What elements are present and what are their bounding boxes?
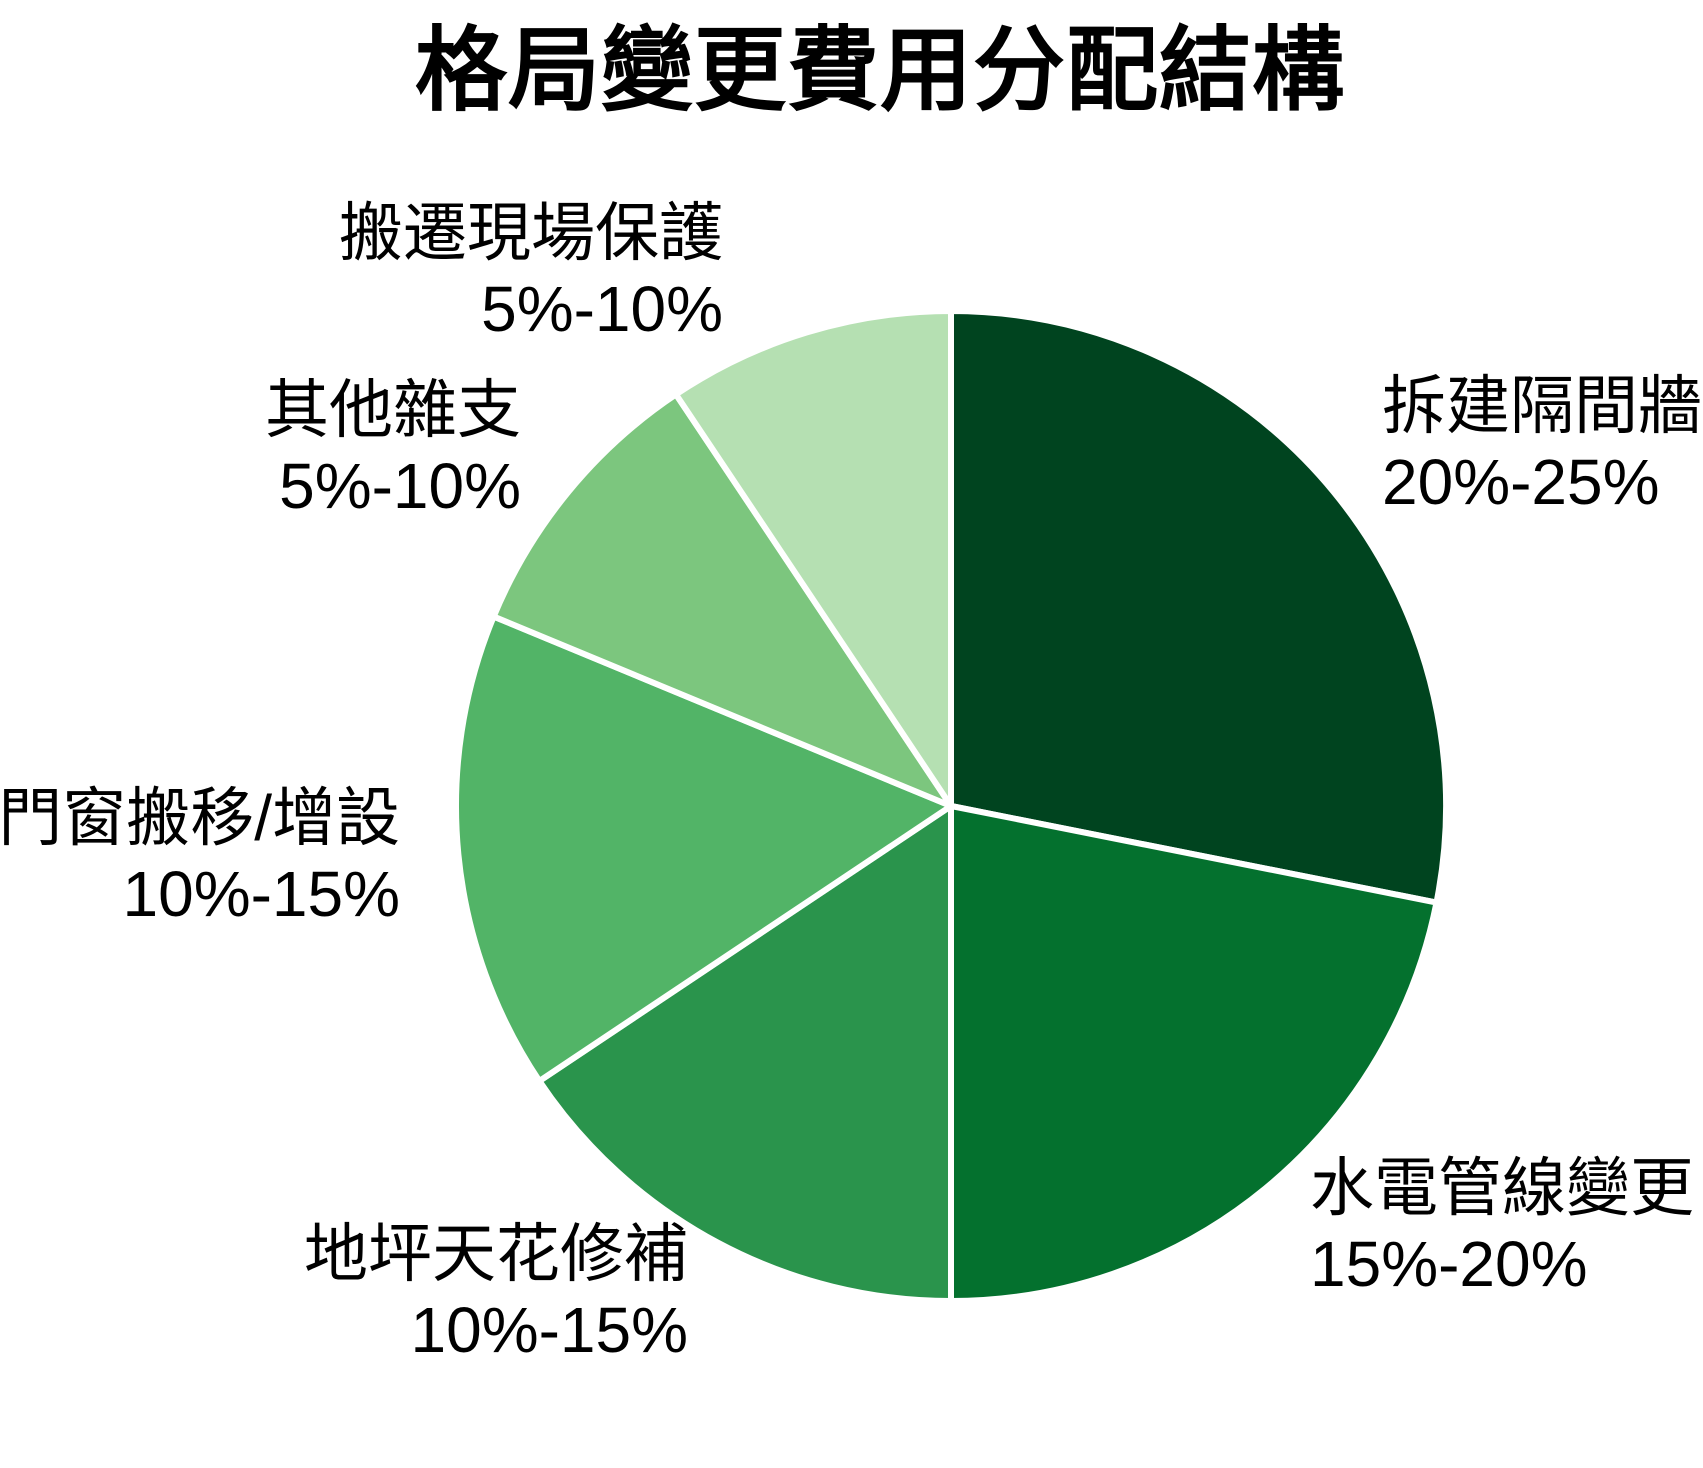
slice-percent-text: 10%-15% (410, 1294, 689, 1366)
slice-label-text: 門窗搬移/增設 (0, 782, 400, 854)
slice-percent-text: 5%-10% (279, 450, 521, 522)
pie-slice-1 (948, 803, 1440, 1304)
pie-slice-5 (672, 308, 954, 809)
slice-label-text: 搬遷現場保護 (339, 197, 723, 269)
slice-label-text: 其他雜支 (265, 374, 521, 446)
slice-percent-text: 5%-10% (481, 273, 723, 345)
pie-slice-4 (490, 391, 954, 809)
slice-percent-text: 15%-20% (1310, 1228, 1588, 1300)
slice-label-demolition-wall: 拆建隔間牆 20%-25% (1382, 368, 1702, 520)
slice-percent-text: 10%-15% (122, 858, 401, 930)
slice-label-text: 地坪天花修補 (304, 1218, 688, 1290)
pie-slice-2 (536, 803, 954, 1304)
pie-slice-0 (948, 308, 1449, 906)
slice-label-plumbing-electrical: 水電管線變更 15%-20% (1310, 1150, 1694, 1302)
chart-title: 格局變更費用分配結構 (414, 20, 1346, 122)
slice-label-text: 拆建隔間牆 (1382, 370, 1702, 442)
slice-label-relocation-protection: 搬遷現場保護 5%-10% (339, 195, 723, 347)
pie-slice-3 (453, 613, 954, 1085)
slice-label-floor-ceiling-repair: 地坪天花修補 10%-15% (304, 1216, 688, 1368)
slice-label-misc-expenses: 其他雜支 5%-10% (265, 372, 521, 524)
slice-label-doors-windows: 門窗搬移/增設 10%-15% (0, 780, 400, 932)
slice-label-text: 水電管線變更 (1310, 1152, 1694, 1224)
slice-percent-text: 20%-25% (1382, 446, 1660, 518)
